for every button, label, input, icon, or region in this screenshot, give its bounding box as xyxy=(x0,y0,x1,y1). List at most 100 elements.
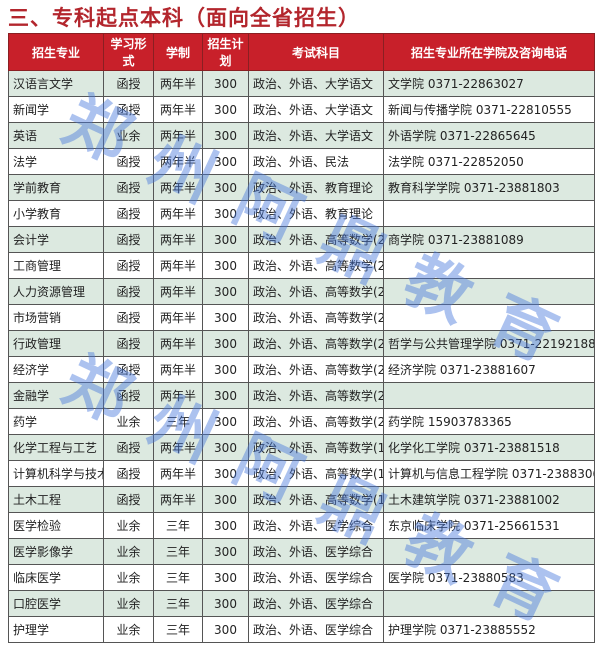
study-mode-cell: 函授 xyxy=(103,252,154,279)
table-row: 金融学 函授 两年半 300 政治、外语、高等数学(2) xyxy=(8,382,595,409)
major-cell: 临床医学 xyxy=(8,564,104,591)
exam-subjects-cell: 政治、外语、医学综合 xyxy=(248,564,384,591)
table-header: 招生专业 学习形式 学制 招生计划 考试科目 招生专业所在学院及咨询电话 xyxy=(8,33,595,71)
quota-cell: 300 xyxy=(202,460,249,487)
study-mode-cell: 业余 xyxy=(103,538,154,565)
table-row: 药学 业余 三年 300 政治、外语、高等数学(2) 药学院 15903783365 xyxy=(8,408,595,435)
table-row: 法学 函授 两年半 300 政治、外语、民法 法学院 0371-22852050 xyxy=(8,148,595,175)
column-header: 学习形式 xyxy=(103,33,154,71)
major-cell: 法学 xyxy=(8,148,104,175)
college-contact-cell: 新闻与传播学院 0371-22810555 xyxy=(383,96,595,123)
major-cell: 工商管理 xyxy=(8,252,104,279)
duration-cell: 三年 xyxy=(153,590,203,617)
duration-cell: 两年半 xyxy=(153,200,203,227)
major-cell: 口腔医学 xyxy=(8,590,104,617)
college-contact-cell: 药学院 15903783365 xyxy=(383,408,595,435)
quota-cell: 300 xyxy=(202,434,249,461)
college-contact-cell: 化学化工学院 0371-23881518 xyxy=(383,434,595,461)
exam-subjects-cell: 政治、外语、教育理论 xyxy=(248,174,384,201)
table-row: 医学影像学 业余 三年 300 政治、外语、医学综合 xyxy=(8,538,595,565)
quota-cell: 300 xyxy=(202,226,249,253)
table-row: 计算机科学与技术 函授 两年半 300 政治、外语、高等数学(1) 计算机与信息工程学院 … xyxy=(8,460,595,487)
college-contact-cell xyxy=(383,252,595,279)
quota-cell: 300 xyxy=(202,382,249,409)
exam-subjects-cell: 政治、外语、高等数学(2) xyxy=(248,408,384,435)
column-header: 考试科目 xyxy=(248,33,384,71)
quota-cell: 300 xyxy=(202,590,249,617)
college-contact-cell: 法学院 0371-22852050 xyxy=(383,148,595,175)
exam-subjects-cell: 政治、外语、高等数学(2) xyxy=(248,304,384,331)
college-contact-cell: 哲学与公共管理学院 0371-22192188 xyxy=(383,330,595,357)
table-row: 医学检验 业余 三年 300 政治、外语、医学综合 东京临床学院 0371-2566153… xyxy=(8,512,595,539)
duration-cell: 两年半 xyxy=(153,148,203,175)
quota-cell: 300 xyxy=(202,486,249,513)
exam-subjects-cell: 政治、外语、医学综合 xyxy=(248,538,384,565)
quota-cell: 300 xyxy=(202,252,249,279)
exam-subjects-cell: 政治、外语、高等数学(1) xyxy=(248,486,384,513)
study-mode-cell: 函授 xyxy=(103,96,154,123)
exam-subjects-cell: 政治、外语、大学语文 xyxy=(248,70,384,97)
column-header: 学制 xyxy=(153,33,203,71)
duration-cell: 两年半 xyxy=(153,382,203,409)
duration-cell: 两年半 xyxy=(153,486,203,513)
quota-cell: 300 xyxy=(202,122,249,149)
duration-cell: 两年半 xyxy=(153,122,203,149)
college-contact-cell xyxy=(383,304,595,331)
major-cell: 金融学 xyxy=(8,382,104,409)
quota-cell: 300 xyxy=(202,356,249,383)
duration-cell: 两年半 xyxy=(153,304,203,331)
study-mode-cell: 业余 xyxy=(103,590,154,617)
college-contact-cell xyxy=(383,382,595,409)
quota-cell: 300 xyxy=(202,512,249,539)
duration-cell: 两年半 xyxy=(153,434,203,461)
exam-subjects-cell: 政治、外语、高等数学(2) xyxy=(248,330,384,357)
major-cell: 新闻学 xyxy=(8,96,104,123)
table-row: 市场营销 函授 两年半 300 政治、外语、高等数学(2) xyxy=(8,304,595,331)
major-cell: 化学工程与工艺 xyxy=(8,434,104,461)
study-mode-cell: 函授 xyxy=(103,304,154,331)
table-row: 行政管理 函授 两年半 300 政治、外语、高等数学(2) 哲学与公共管理学院 0371-… xyxy=(8,330,595,357)
college-contact-cell: 医学院 0371-23880583 xyxy=(383,564,595,591)
quota-cell: 300 xyxy=(202,278,249,305)
enrollment-table: 招生专业 学习形式 学制 招生计划 考试科目 招生专业所在学院及咨询电话 汉语言文学 函授两… xyxy=(8,33,595,643)
quota-cell: 300 xyxy=(202,200,249,227)
study-mode-cell: 业余 xyxy=(103,564,154,591)
study-mode-cell: 业余 xyxy=(103,512,154,539)
study-mode-cell: 函授 xyxy=(103,330,154,357)
major-cell: 英语 xyxy=(8,122,104,149)
study-mode-cell: 函授 xyxy=(103,226,154,253)
table-row: 学前教育 函授 两年半 300 政治、外语、教育理论 教育科学学院 0371-238818… xyxy=(8,174,595,201)
college-contact-cell: 外语学院 0371-22865645 xyxy=(383,122,595,149)
exam-subjects-cell: 政治、外语、高等数学(2) xyxy=(248,382,384,409)
duration-cell: 两年半 xyxy=(153,70,203,97)
duration-cell: 两年半 xyxy=(153,174,203,201)
duration-cell: 两年半 xyxy=(153,252,203,279)
table-row: 工商管理 函授 两年半 300 政治、外语、高等数学(2) xyxy=(8,252,595,279)
exam-subjects-cell: 政治、外语、高等数学(2) xyxy=(248,252,384,279)
study-mode-cell: 函授 xyxy=(103,460,154,487)
major-cell: 计算机科学与技术 xyxy=(8,460,104,487)
table-row: 临床医学 业余 三年 300 政治、外语、医学综合 医学院 0371-23880583 xyxy=(8,564,595,591)
table-row: 口腔医学 业余 三年 300 政治、外语、医学综合 xyxy=(8,590,595,617)
page-title: 三、专科起点本科（面向全省招生） xyxy=(8,5,360,30)
duration-cell: 两年半 xyxy=(153,330,203,357)
table-row: 新闻学 函授 两年半 300 政治、外语、大学语文 新闻与传播学院 0371-228105… xyxy=(8,96,595,123)
exam-subjects-cell: 政治、外语、高等数学(2) xyxy=(248,278,384,305)
quota-cell: 300 xyxy=(202,70,249,97)
major-cell: 汉语言文学 xyxy=(8,70,104,97)
major-cell: 市场营销 xyxy=(8,304,104,331)
major-cell: 学前教育 xyxy=(8,174,104,201)
major-cell: 会计学 xyxy=(8,226,104,253)
duration-cell: 三年 xyxy=(153,512,203,539)
study-mode-cell: 函授 xyxy=(103,148,154,175)
study-mode-cell: 函授 xyxy=(103,434,154,461)
major-cell: 医学检验 xyxy=(8,512,104,539)
college-contact-cell xyxy=(383,590,595,617)
table-row: 经济学 函授 两年半 300 政治、外语、高等数学(2) 经济学院 0371-238816… xyxy=(8,356,595,383)
major-cell: 经济学 xyxy=(8,356,104,383)
quota-cell: 300 xyxy=(202,330,249,357)
study-mode-cell: 函授 xyxy=(103,382,154,409)
college-contact-cell: 教育科学学院 0371-23881803 xyxy=(383,174,595,201)
study-mode-cell: 函授 xyxy=(103,200,154,227)
college-contact-cell: 东京临床学院 0371-25661531 xyxy=(383,512,595,539)
